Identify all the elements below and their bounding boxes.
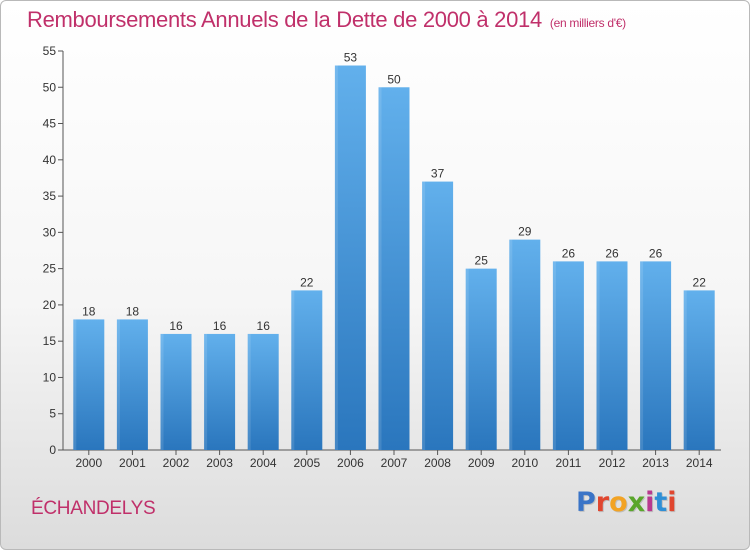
data-label-2014: 22 xyxy=(693,275,707,289)
y-tick-label: 0 xyxy=(49,443,56,457)
y-tick-label: 50 xyxy=(43,80,57,94)
bar-2008 xyxy=(422,181,454,450)
y-tick-label: 10 xyxy=(43,370,57,384)
bar-highlight xyxy=(73,319,77,450)
x-tick-label-2011: 2011 xyxy=(555,456,581,470)
x-tick-label-2012: 2012 xyxy=(599,456,626,470)
x-tick-label-2010: 2010 xyxy=(511,456,538,470)
y-tick-label: 55 xyxy=(43,44,57,58)
x-tick-label-2001: 2001 xyxy=(119,456,146,470)
bar-2009 xyxy=(465,268,497,450)
x-tick-label-2007: 2007 xyxy=(381,456,408,470)
logo-letter: P xyxy=(576,487,596,518)
data-label-2004: 16 xyxy=(257,319,271,333)
bar-highlight xyxy=(596,261,600,450)
x-tick-label-2013: 2013 xyxy=(642,456,669,470)
data-label-2011: 26 xyxy=(562,246,576,260)
bar-highlight xyxy=(291,290,295,450)
chart-data-labels: 18 18 16 16 16 22 53 50 37 25 29 26 26 26 22 xyxy=(82,51,706,333)
data-label-2001: 18 xyxy=(126,304,140,318)
data-label-2006: 53 xyxy=(344,51,358,65)
bar-highlight xyxy=(509,239,513,450)
data-label-2000: 18 xyxy=(82,304,96,318)
bar-2014 xyxy=(683,290,715,450)
proxiti-logo: Proxiti xyxy=(576,487,677,518)
bar-2010 xyxy=(509,239,541,450)
bar-2001 xyxy=(116,319,148,450)
bar-2007 xyxy=(378,87,410,450)
data-label-2013: 26 xyxy=(649,246,663,260)
data-label-2007: 50 xyxy=(387,72,401,86)
logo-letter: r xyxy=(595,487,610,518)
bar-2012 xyxy=(596,261,628,450)
bar-highlight xyxy=(683,290,687,450)
x-tick-label-2014: 2014 xyxy=(686,456,713,470)
bar-highlight xyxy=(334,65,338,450)
bar-highlight xyxy=(465,268,469,450)
logo-letter: x xyxy=(627,487,646,518)
data-label-2005: 22 xyxy=(300,275,314,289)
chart-title-text: Remboursements Annuels de la Dette de 20… xyxy=(27,7,542,32)
bar-2004 xyxy=(247,333,279,450)
y-tick-label: 5 xyxy=(49,407,56,421)
chart-axes: 0 5 10 15 20 25 30 35 40 45 50 55 2000 2001 2002 2003 20… xyxy=(43,44,721,470)
logo-letter: o xyxy=(609,487,628,518)
x-tick-label-2005: 2005 xyxy=(293,456,320,470)
bar-highlight xyxy=(552,261,556,450)
y-tick-label: 40 xyxy=(43,153,57,167)
data-label-2009: 25 xyxy=(475,254,489,268)
x-tick-label-2004: 2004 xyxy=(250,456,277,470)
logo-letter: i xyxy=(645,487,655,518)
bar-2013 xyxy=(640,261,672,450)
bar-highlight xyxy=(204,333,208,450)
x-tick-label-2006: 2006 xyxy=(337,456,364,470)
bar-2003 xyxy=(204,333,236,450)
y-tick-label: 25 xyxy=(43,262,57,276)
x-tick-label-2003: 2003 xyxy=(206,456,233,470)
data-label-2008: 37 xyxy=(431,167,445,181)
bar-highlight xyxy=(640,261,644,450)
x-tick-label-2002: 2002 xyxy=(163,456,190,470)
data-label-2010: 29 xyxy=(518,225,532,239)
bar-highlight xyxy=(247,333,251,450)
x-tick-label-2008: 2008 xyxy=(424,456,451,470)
bar-2000 xyxy=(73,319,105,450)
y-tick-label: 15 xyxy=(43,334,57,348)
bar-highlight xyxy=(422,181,426,450)
data-label-2003: 16 xyxy=(213,319,227,333)
y-tick-label: 20 xyxy=(43,298,57,312)
bar-2011 xyxy=(552,261,584,450)
data-label-2002: 16 xyxy=(169,319,183,333)
logo-letter: i xyxy=(667,487,677,518)
bar-highlight xyxy=(160,333,164,450)
bar-highlight xyxy=(116,319,120,450)
place-name: ÉCHANDELYS xyxy=(31,498,156,519)
bar-2005 xyxy=(291,290,323,450)
y-tick-label: 35 xyxy=(43,189,57,203)
x-tick-label-2009: 2009 xyxy=(468,456,495,470)
logo-letter: t xyxy=(654,487,668,518)
data-label-2012: 26 xyxy=(605,246,619,260)
y-tick-label: 45 xyxy=(43,117,57,131)
bar-2002 xyxy=(160,333,192,450)
x-tick-label-2000: 2000 xyxy=(75,456,102,470)
chart-bars xyxy=(73,65,715,450)
chart-title: Remboursements Annuels de la Dette de 20… xyxy=(27,7,626,33)
y-tick-label: 30 xyxy=(43,225,57,239)
bar-2006 xyxy=(334,65,366,450)
bar-highlight xyxy=(378,87,382,450)
chart-unit: (en milliers d'€) xyxy=(549,16,626,30)
